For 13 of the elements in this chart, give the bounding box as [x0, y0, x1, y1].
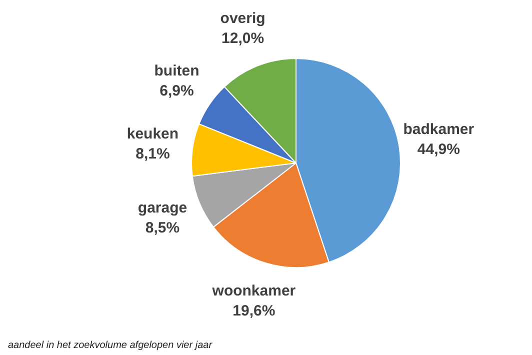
data-label: 8,1% — [136, 146, 170, 163]
slice-label: woonkamer — [211, 282, 296, 300]
slice-label: buiten — [154, 62, 200, 80]
slice-label: overig — [220, 10, 266, 27]
slice-label: garage — [138, 199, 188, 216]
slice-label: badkamer — [403, 121, 474, 138]
data-label: 44,9% — [417, 141, 460, 158]
data-label: 6,9% — [160, 82, 194, 100]
data-label: 19,6% — [232, 302, 276, 320]
slice-label: keuken — [126, 126, 179, 143]
text: aandeel in het zoekvolume afgelopen vier jaar — [8, 340, 212, 351]
data-label: 8,5% — [145, 219, 180, 236]
data-label: 12,0% — [222, 30, 264, 47]
